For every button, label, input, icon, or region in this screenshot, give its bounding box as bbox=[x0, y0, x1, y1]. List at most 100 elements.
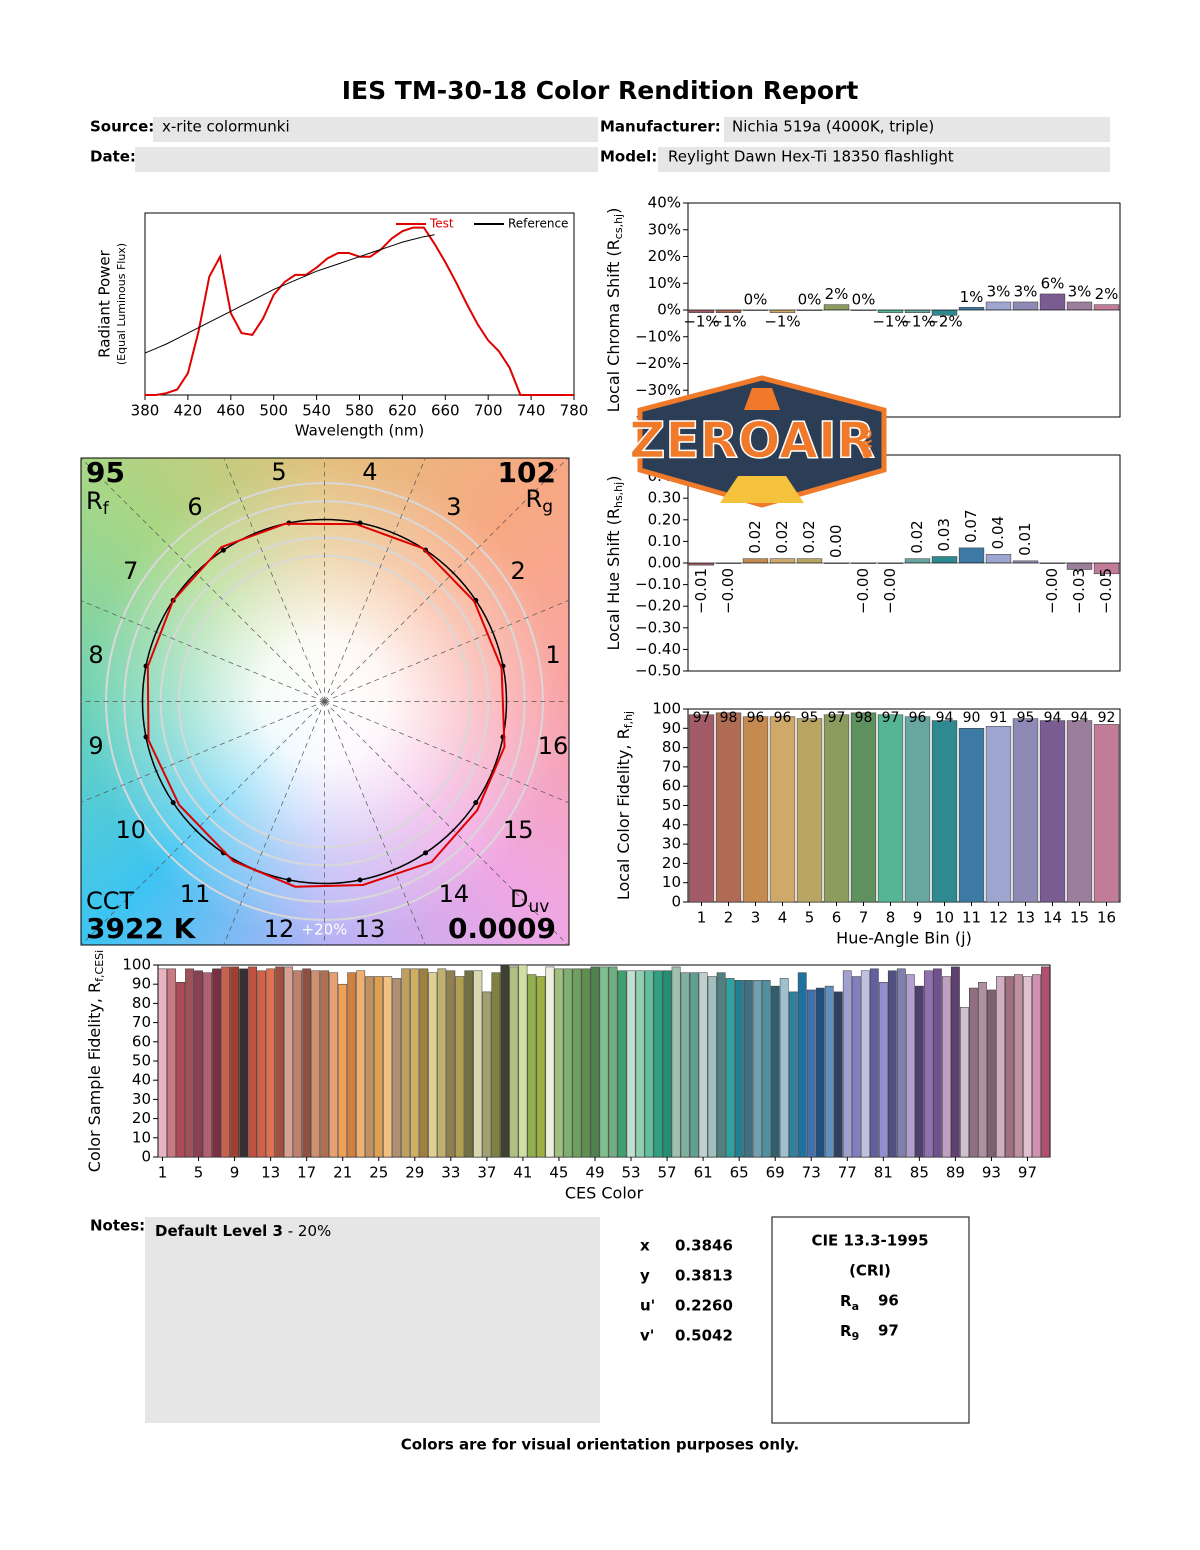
y-tick-label: 100 bbox=[652, 700, 681, 718]
bar bbox=[905, 974, 915, 1158]
value-label: 0.03 bbox=[935, 518, 953, 551]
bar bbox=[230, 966, 239, 1158]
bar bbox=[608, 966, 618, 1158]
bar bbox=[410, 968, 420, 1158]
reference-point bbox=[170, 800, 176, 806]
value-label: 98 bbox=[720, 710, 738, 726]
y-tick-label: −0.10 bbox=[635, 575, 681, 593]
y-tick-label: 0.10 bbox=[648, 532, 681, 550]
bar bbox=[770, 985, 780, 1158]
value-label: −0.01 bbox=[692, 568, 710, 614]
bar bbox=[769, 716, 796, 903]
field-box bbox=[135, 147, 598, 172]
bar bbox=[715, 712, 742, 903]
bar bbox=[742, 716, 769, 903]
y-tick-label: −0.20 bbox=[635, 597, 681, 615]
bin-divider bbox=[324, 701, 569, 945]
y-tick-label: 80 bbox=[132, 994, 151, 1012]
bar bbox=[1041, 966, 1050, 1158]
value-label: 92 bbox=[1098, 710, 1116, 726]
bar bbox=[500, 964, 510, 1158]
value-label: 94 bbox=[936, 710, 954, 726]
bar bbox=[797, 972, 807, 1158]
field-value: Reylight Dawn Hex-Ti 18350 flashlight bbox=[668, 148, 954, 166]
bar bbox=[985, 554, 1012, 564]
cct-value: 3922 K bbox=[86, 912, 197, 945]
y-axis-label-close: ) bbox=[604, 476, 623, 482]
bar bbox=[653, 970, 663, 1158]
bar bbox=[239, 968, 248, 1158]
field-value: Nichia 519a (4000K, triple) bbox=[732, 118, 934, 136]
x-tick-label: 73 bbox=[802, 1164, 821, 1182]
y-axis-note: (Equal Luminous Flux) bbox=[115, 243, 128, 365]
value-label: −0.00 bbox=[854, 568, 872, 614]
y-tick-label: 50 bbox=[132, 1052, 151, 1070]
bar bbox=[671, 966, 681, 1158]
bar bbox=[455, 976, 465, 1158]
bar bbox=[688, 562, 715, 566]
bar bbox=[1023, 976, 1032, 1158]
badge-icon bbox=[744, 388, 780, 410]
report-title: IES TM-30-18 Color Rendition Report bbox=[342, 76, 859, 105]
reference-point bbox=[286, 877, 292, 883]
value-label: −1% bbox=[710, 313, 746, 331]
bar bbox=[985, 726, 1012, 903]
badge-road bbox=[720, 476, 804, 503]
notes-title: Default Level 3 bbox=[155, 1222, 283, 1240]
bar bbox=[833, 991, 843, 1158]
test-polygon bbox=[146, 522, 506, 888]
y-tick-label: 40% bbox=[648, 194, 681, 212]
bar bbox=[742, 558, 769, 564]
bar bbox=[374, 976, 384, 1158]
y-axis-label-text: Local Chroma Shift (R bbox=[604, 239, 623, 412]
x-tick-label: 81 bbox=[874, 1164, 893, 1182]
bar bbox=[931, 556, 958, 564]
bar bbox=[509, 966, 519, 1158]
x-tick-label: 13 bbox=[261, 1164, 280, 1182]
x-tick-label: 740 bbox=[517, 402, 546, 420]
bar bbox=[1012, 301, 1039, 311]
bin-label: 6 bbox=[187, 493, 202, 521]
x-tick-label: 1 bbox=[697, 909, 707, 927]
field-label: Source: bbox=[90, 118, 154, 136]
bin-divider bbox=[324, 701, 569, 804]
field-label: Manufacturer: bbox=[600, 118, 721, 136]
bin-divider bbox=[324, 701, 426, 945]
bar bbox=[167, 968, 176, 1158]
bar bbox=[284, 966, 294, 1158]
bar bbox=[554, 968, 564, 1158]
bar bbox=[987, 989, 996, 1158]
value-label: 6% bbox=[1041, 274, 1065, 292]
bar bbox=[1012, 718, 1039, 903]
duv-value: 0.0009 bbox=[448, 912, 556, 945]
cri-symbol-sub: 9 bbox=[852, 1330, 860, 1343]
field-value: x-rite colormunki bbox=[162, 118, 290, 136]
bar bbox=[904, 716, 931, 903]
bin-divider bbox=[324, 458, 569, 702]
bar bbox=[419, 968, 429, 1158]
x-tick-label: 5 bbox=[194, 1164, 204, 1182]
bin-divider bbox=[81, 701, 325, 945]
value-label: 97 bbox=[828, 710, 846, 726]
y-tick-label: 60 bbox=[132, 1032, 151, 1050]
reference-point bbox=[473, 800, 479, 806]
duv-symbol-text: D bbox=[510, 885, 528, 913]
bar bbox=[788, 991, 798, 1158]
y-axis-label-sub: f,CESi bbox=[93, 950, 106, 982]
cri-title: CIE 13.3-1995 bbox=[811, 1232, 928, 1250]
x-axis-label: CES Color bbox=[565, 1184, 644, 1203]
duv-symbol: Duv bbox=[510, 885, 549, 917]
bar bbox=[743, 980, 753, 1158]
badge bbox=[637, 375, 887, 508]
legend-label: Test bbox=[429, 217, 454, 231]
value-label: 2% bbox=[825, 285, 849, 303]
bin-label: 13 bbox=[355, 915, 386, 943]
value-label: 0% bbox=[744, 291, 768, 309]
legend-label: Reference bbox=[508, 217, 568, 231]
chroma-value: 0.2260 bbox=[675, 1297, 733, 1315]
reference-circle bbox=[141, 518, 508, 885]
bar bbox=[176, 982, 185, 1158]
cri-symbol: R9 bbox=[840, 1322, 859, 1344]
bar bbox=[257, 970, 267, 1158]
